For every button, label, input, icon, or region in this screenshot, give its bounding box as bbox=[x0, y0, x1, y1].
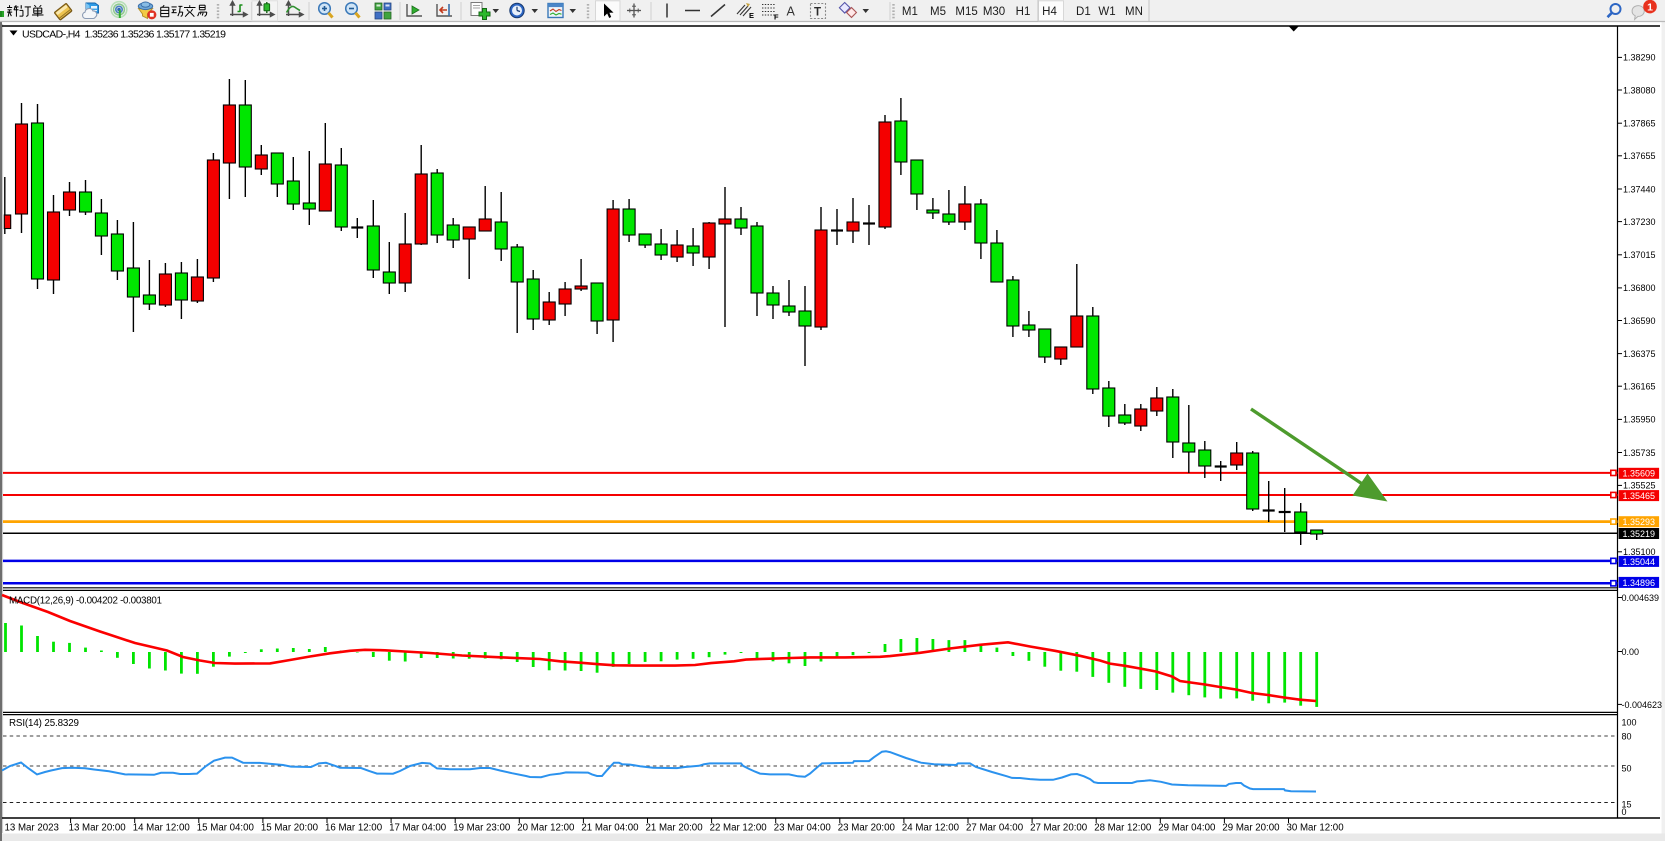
svg-text:19 Mar 23:00: 19 Mar 23:00 bbox=[453, 823, 511, 834]
svg-text:80: 80 bbox=[1622, 732, 1632, 742]
svg-text:0.00: 0.00 bbox=[1622, 647, 1640, 657]
svg-text:H4: H4 bbox=[1042, 6, 1057, 18]
svg-text:1.38080: 1.38080 bbox=[1623, 85, 1656, 95]
svg-text:50: 50 bbox=[1622, 763, 1632, 773]
svg-text:1.35609: 1.35609 bbox=[1623, 469, 1656, 479]
svg-text:29 Mar 20:00: 29 Mar 20:00 bbox=[1222, 823, 1280, 834]
svg-text:29 Mar 04:00: 29 Mar 04:00 bbox=[1158, 823, 1216, 834]
svg-text:1.35044: 1.35044 bbox=[1623, 557, 1656, 567]
svg-text:1.36375: 1.36375 bbox=[1623, 349, 1656, 359]
svg-text:1.35735: 1.35735 bbox=[1623, 448, 1656, 458]
svg-text:1.36800: 1.36800 bbox=[1623, 283, 1656, 293]
svg-text:1.36165: 1.36165 bbox=[1623, 382, 1656, 392]
svg-text:MACD(12,26,9) -0.004202 -0.003: MACD(12,26,9) -0.004202 -0.003801 bbox=[9, 596, 162, 607]
svg-text:21 Mar 04:00: 21 Mar 04:00 bbox=[581, 823, 639, 834]
svg-text:M5: M5 bbox=[930, 6, 946, 18]
svg-text:1.37440: 1.37440 bbox=[1623, 184, 1656, 194]
svg-text:1.38290: 1.38290 bbox=[1623, 53, 1656, 63]
svg-text:USDCAD-,H4 1.35236 1.35236 1.: USDCAD-,H4 1.35236 1.35236 1.35177 1.352… bbox=[22, 29, 226, 41]
svg-text:-0.004623: -0.004623 bbox=[1622, 700, 1663, 710]
svg-text:1.36590: 1.36590 bbox=[1623, 316, 1656, 326]
svg-text:1.37865: 1.37865 bbox=[1623, 119, 1656, 129]
svg-text:20 Mar 12:00: 20 Mar 12:00 bbox=[517, 823, 575, 834]
svg-text:MN: MN bbox=[1125, 6, 1143, 18]
svg-text:A: A bbox=[787, 5, 796, 19]
svg-text:M30: M30 bbox=[983, 6, 1005, 18]
svg-text:17 Mar 04:00: 17 Mar 04:00 bbox=[389, 823, 447, 834]
svg-text:M15: M15 bbox=[955, 6, 977, 18]
svg-text:E: E bbox=[749, 11, 754, 20]
svg-text:1.35525: 1.35525 bbox=[1623, 481, 1656, 491]
svg-text:22 Mar 12:00: 22 Mar 12:00 bbox=[710, 823, 768, 834]
svg-text:0: 0 bbox=[1622, 807, 1627, 817]
svg-text:27 Mar 20:00: 27 Mar 20:00 bbox=[1030, 823, 1088, 834]
svg-text:23 Mar 04:00: 23 Mar 04:00 bbox=[774, 823, 832, 834]
svg-text:21 Mar 20:00: 21 Mar 20:00 bbox=[646, 823, 704, 834]
svg-text:1.35100: 1.35100 bbox=[1623, 547, 1656, 557]
svg-text:24 Mar 12:00: 24 Mar 12:00 bbox=[902, 823, 960, 834]
svg-text:1: 1 bbox=[1647, 1, 1653, 13]
svg-text:1.37015: 1.37015 bbox=[1623, 250, 1656, 260]
svg-text:1.35950: 1.35950 bbox=[1623, 415, 1656, 425]
svg-text:15: 15 bbox=[1622, 799, 1632, 809]
svg-text:30 Mar 12:00: 30 Mar 12:00 bbox=[1287, 823, 1345, 834]
svg-text:F: F bbox=[774, 13, 779, 22]
svg-text:100: 100 bbox=[1622, 717, 1637, 727]
svg-text:1.35293: 1.35293 bbox=[1623, 517, 1656, 527]
svg-text:W1: W1 bbox=[1098, 6, 1115, 18]
svg-text:16 Mar 12:00: 16 Mar 12:00 bbox=[325, 823, 383, 834]
svg-text:D1: D1 bbox=[1076, 6, 1091, 18]
svg-text:1.37655: 1.37655 bbox=[1623, 151, 1656, 161]
svg-text:13 Mar 2023: 13 Mar 2023 bbox=[5, 823, 59, 834]
svg-text:1.35465: 1.35465 bbox=[1623, 491, 1656, 501]
svg-text:1.35219: 1.35219 bbox=[1623, 529, 1656, 539]
svg-text:14 Mar 12:00: 14 Mar 12:00 bbox=[133, 823, 191, 834]
svg-text:H1: H1 bbox=[1016, 6, 1031, 18]
svg-text:M1: M1 bbox=[902, 6, 918, 18]
svg-text:23 Mar 20:00: 23 Mar 20:00 bbox=[838, 823, 896, 834]
svg-text:28 Mar 12:00: 28 Mar 12:00 bbox=[1094, 823, 1152, 834]
svg-text:27 Mar 04:00: 27 Mar 04:00 bbox=[966, 823, 1024, 834]
svg-text:T: T bbox=[814, 7, 821, 19]
svg-text:1.37230: 1.37230 bbox=[1623, 217, 1656, 227]
svg-text:1.34896: 1.34896 bbox=[1623, 578, 1656, 588]
svg-text:RSI(14) 25.8329: RSI(14) 25.8329 bbox=[9, 718, 79, 729]
svg-text:13 Mar 20:00: 13 Mar 20:00 bbox=[69, 823, 127, 834]
svg-text:15 Mar 04:00: 15 Mar 04:00 bbox=[197, 823, 255, 834]
svg-text:0.004639: 0.004639 bbox=[1622, 593, 1660, 603]
svg-text:15 Mar 20:00: 15 Mar 20:00 bbox=[261, 823, 319, 834]
